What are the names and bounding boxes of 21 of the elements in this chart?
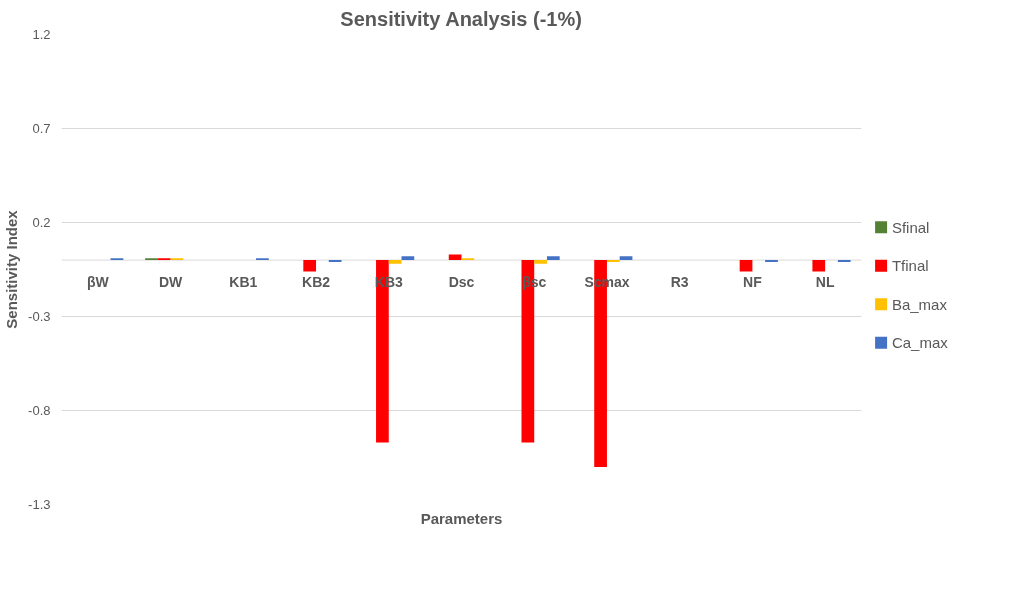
legend-label: Ca_max [891, 334, 949, 352]
x-tick-label: KB1 [229, 274, 258, 291]
legend-label: Tfinal [891, 257, 929, 275]
chart-title: Sensitivity Analysis (-1%) [340, 7, 582, 30]
y-tick-label: -0.3 [28, 309, 51, 324]
x-tick-label: KB2 [302, 274, 331, 291]
y-tick-label: 1.2 [32, 27, 51, 42]
x-tick-label: Dsc [448, 274, 475, 291]
x-tick-label: DW [158, 274, 184, 291]
x-tick-label: NL [815, 274, 835, 291]
x-tick-label: R3 [670, 274, 689, 291]
y-axis-title: Sensitivity Index [3, 209, 21, 329]
y-tick-label: -1.3 [28, 497, 51, 512]
x-axis-title: Parameters [420, 509, 503, 527]
x-tick-label: βW [86, 274, 110, 291]
legend-label: Ba_max [891, 295, 948, 313]
x-tick-label: NF [743, 274, 763, 291]
y-tick-label: -0.8 [28, 403, 51, 418]
y-tick-label: 0.7 [32, 121, 51, 136]
legend-label: Sfinal [891, 218, 930, 236]
y-tick-label: 0.2 [32, 215, 51, 230]
